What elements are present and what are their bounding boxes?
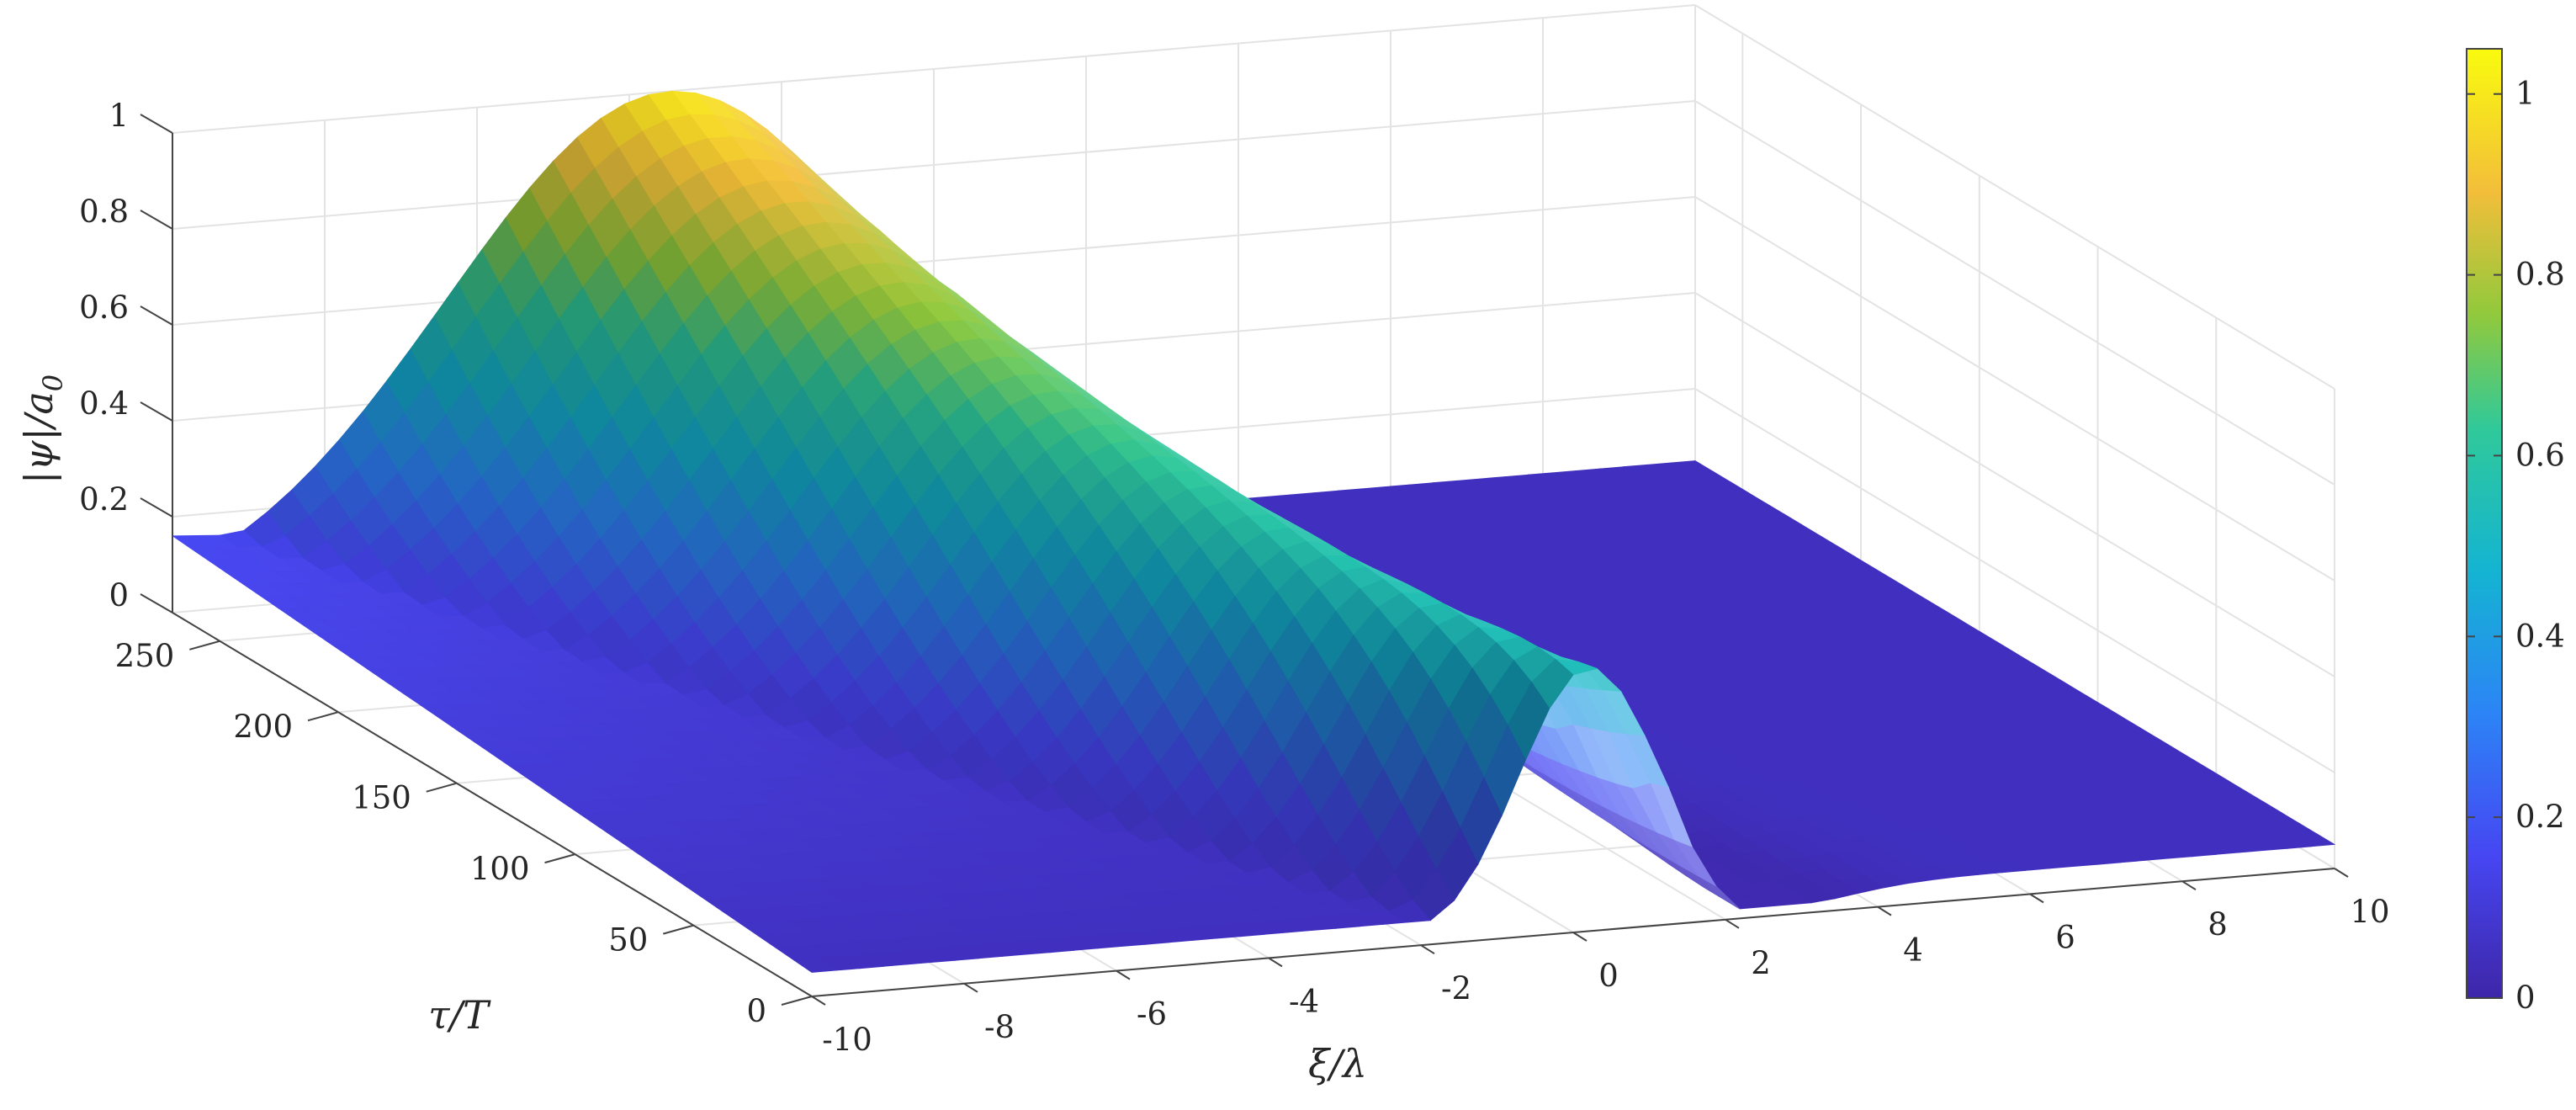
x-tick-mark <box>811 996 826 1006</box>
y-tick-mark <box>189 640 220 651</box>
colorbar-tick-label: 0.4 <box>2515 618 2565 654</box>
x-tick-label: -10 <box>822 1022 872 1058</box>
y-tick-label: 50 <box>608 922 648 959</box>
axes <box>140 114 2349 1006</box>
x-tick-mark <box>2181 880 2197 891</box>
z-tick-label: 0 <box>109 577 129 613</box>
y-tick-mark <box>781 996 813 1006</box>
grid-line <box>172 100 1696 230</box>
svg-text:|ψ|/a0: |ψ|/a0 <box>16 374 69 484</box>
colorbar-tick-label: 0.2 <box>2515 799 2565 835</box>
x-tick-label: 6 <box>2055 919 2075 955</box>
y-axis-line <box>172 612 813 997</box>
z-axis-label-sub: 0 <box>37 374 69 391</box>
y-tick-mark <box>307 711 339 722</box>
grid-line <box>1694 4 2335 390</box>
y-tick-mark <box>426 782 458 793</box>
z-tick-mark <box>140 497 173 518</box>
x-tick-mark <box>1877 906 1892 916</box>
y-tick-label: 100 <box>470 851 530 887</box>
x-tick-mark <box>2334 868 2349 878</box>
y-tick-label: 200 <box>233 709 293 745</box>
surface-mesh <box>171 90 2336 973</box>
colorbar-gradient <box>2466 48 2503 999</box>
x-axis-label: ξ/λ <box>1308 1041 1367 1086</box>
grid-line <box>172 196 1696 326</box>
x-tick-mark <box>1116 969 1131 980</box>
colorbar-tick-label: 0.8 <box>2515 257 2565 293</box>
z-tick-label: 1 <box>109 98 129 134</box>
y-tick-label: 250 <box>115 638 175 674</box>
z-tick-mark <box>140 593 173 613</box>
x-tick-label: 10 <box>2350 894 2389 930</box>
x-tick-mark <box>2029 893 2044 904</box>
y-tick-mark <box>544 853 575 864</box>
surface-patch <box>792 958 837 973</box>
colorbar-tick-label: 0 <box>2515 980 2536 1016</box>
x-tick-label: -6 <box>1137 996 1167 1033</box>
grid-line <box>1694 292 2335 677</box>
x-tick-label: 4 <box>1903 932 1923 969</box>
x-tick-mark <box>1420 944 1435 955</box>
x-tick-mark <box>1572 932 1587 942</box>
y-tick-label: 150 <box>352 780 411 816</box>
z-axis-label-main: |ψ|/a <box>16 391 61 484</box>
z-tick-mark <box>140 114 173 134</box>
x-tick-label: 0 <box>1598 958 1619 994</box>
z-tick-label: 0.2 <box>79 481 129 518</box>
x-tick-label: -8 <box>984 1009 1015 1045</box>
tick-labels: -10 -8 -6 -4 -2 0 2 4 6 8 1005010015020025000.20.4… <box>79 98 2389 1058</box>
y-tick-mark <box>663 924 694 935</box>
z-tick-mark <box>140 210 173 230</box>
colorbar: 0 0.2 0.4 0.6 0.8 1 <box>2466 48 2565 1016</box>
colorbar-ticks: 0 0.2 0.4 0.6 0.8 1 <box>2467 76 2565 1016</box>
x-tick-mark <box>1268 957 1283 968</box>
x-tick-mark <box>1725 918 1740 929</box>
x-tick-label: 8 <box>2208 906 2228 943</box>
x-tick-label: 2 <box>1751 945 1771 981</box>
x-tick-mark <box>963 982 978 993</box>
grid-line <box>1694 196 2335 582</box>
grid-line <box>172 4 1696 134</box>
z-tick-label: 0.4 <box>79 385 129 422</box>
z-tick-mark <box>140 401 173 422</box>
grid-line <box>1694 100 2335 486</box>
z-tick-label: 0.8 <box>79 194 129 230</box>
z-tick-label: 0.6 <box>79 289 129 326</box>
colorbar-tick-label: 0.6 <box>2515 437 2565 473</box>
z-axis-label: |ψ|/a0 <box>16 374 69 484</box>
y-tick-label: 0 <box>746 993 766 1029</box>
colorbar-tick-label: 1 <box>2515 76 2536 112</box>
y-axis-label: τ/T <box>428 992 491 1038</box>
x-tick-label: -2 <box>1441 970 1471 1006</box>
z-tick-mark <box>140 305 173 326</box>
grid-line <box>1694 388 2335 773</box>
x-tick-label: -4 <box>1289 983 1319 1019</box>
